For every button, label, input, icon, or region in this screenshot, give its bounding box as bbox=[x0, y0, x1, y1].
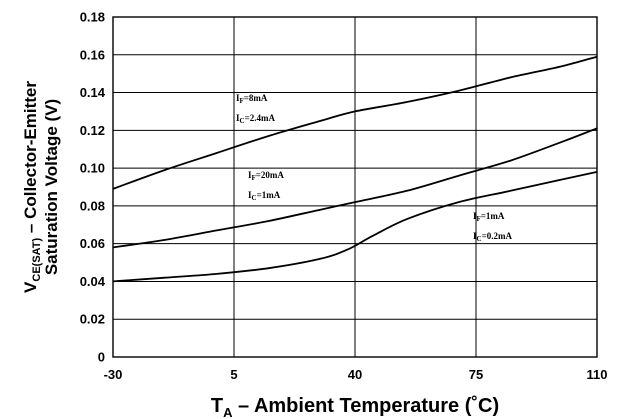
y-axis-title-symbol: V bbox=[21, 281, 40, 293]
y-tick-label: 0.10 bbox=[80, 161, 105, 176]
y-tick-label: 0 bbox=[98, 350, 105, 365]
y-tick-label: 0.14 bbox=[80, 85, 106, 100]
x-axis-title: TA – Ambient Temperature (˚C) bbox=[211, 394, 499, 419]
y-tick-label: 0.08 bbox=[80, 198, 105, 213]
y-tick-label: 0.06 bbox=[80, 236, 105, 251]
series-line-2 bbox=[112, 127, 598, 249]
x-tick-label: 110 bbox=[587, 367, 608, 382]
x-tick-label: 5 bbox=[230, 367, 237, 382]
y-axis-title-line1: VCE(SAT) – Collector-Emitter bbox=[21, 81, 43, 293]
x-axis-title-symbol: T bbox=[211, 395, 223, 417]
series-lines bbox=[112, 55, 598, 283]
x-tick-label: -30 bbox=[104, 367, 123, 382]
series-annotation-2: IC=1mA bbox=[248, 190, 281, 202]
x-tick-labels: -30 5 40 75 110 bbox=[104, 367, 608, 382]
x-tick-label: 75 bbox=[469, 367, 483, 382]
y-tick-labels: 0 0.02 0.04 0.06 0.08 0.10 0.12 0.14 0.16 0.18 bbox=[80, 10, 106, 365]
y-axis-title-text: – Collector-Emitter bbox=[21, 81, 40, 238]
plot-frame bbox=[112, 16, 598, 358]
x-axis-title-text: – Ambient Temperature (˚C) bbox=[232, 394, 499, 417]
y-tick-label: 0.12 bbox=[80, 123, 105, 138]
series-annotation-1: IF=8mA bbox=[236, 93, 268, 105]
series-line-1 bbox=[112, 55, 598, 190]
y-axis-title-subscript: CE(SAT) bbox=[31, 238, 43, 282]
series-annotation-1: IC=2.4mA bbox=[236, 113, 275, 125]
x-axis-title-subscript: A bbox=[223, 405, 233, 419]
series-annotation-2: IF=20mA bbox=[248, 170, 284, 182]
y-tick-label: 0.16 bbox=[80, 47, 105, 62]
series-annotation-3: IF=1mA bbox=[473, 211, 505, 223]
series-line-3 bbox=[112, 171, 598, 283]
y-tick-label: 0.02 bbox=[80, 312, 105, 327]
series-annotation-3: IC=0.2mA bbox=[473, 231, 512, 243]
y-axis-title-line2: Saturation Voltage (V) bbox=[42, 99, 61, 275]
y-tick-label: 0.18 bbox=[80, 10, 105, 25]
grid bbox=[113, 17, 597, 357]
x-tick-label: 40 bbox=[348, 367, 362, 382]
y-tick-label: 0.04 bbox=[80, 274, 106, 289]
series-annotations: IF=8mA IC=2.4mA IF=20mA IC=1mA IF=1mA IC=0.2m… bbox=[236, 93, 512, 243]
